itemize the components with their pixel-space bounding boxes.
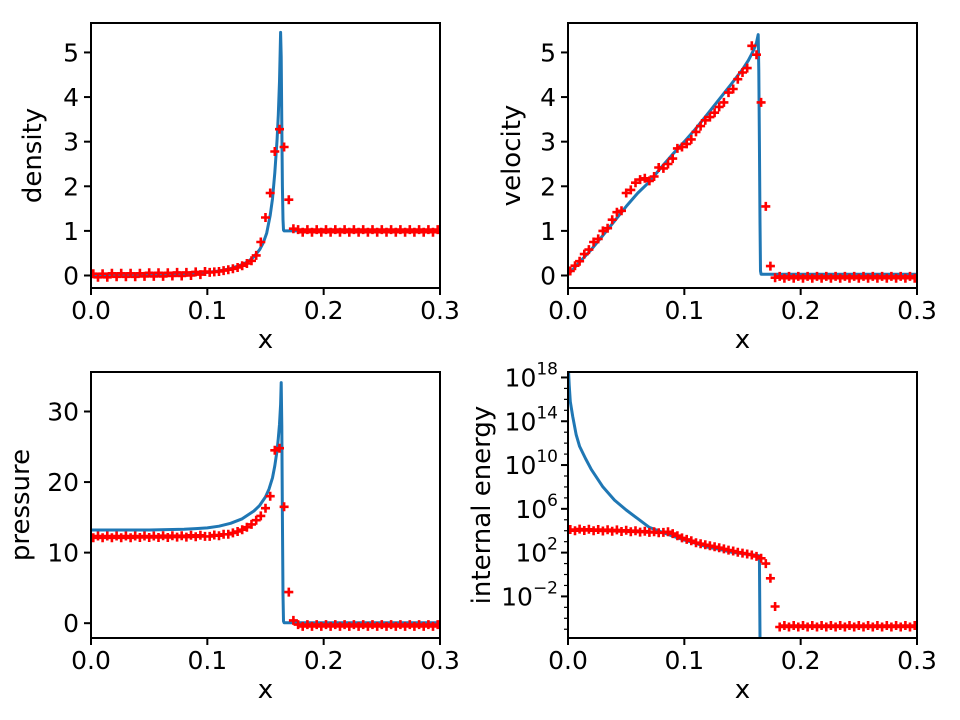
density-ytick-label: 5 — [63, 38, 79, 67]
velocity-y-axis: 0 1 2 3 4 5 — [540, 38, 568, 291]
velocity-xlabel: x — [735, 325, 750, 355]
pressure-ytick-label: 10 — [47, 539, 79, 568]
density-ytick-label: 3 — [63, 128, 79, 157]
pressure-ytick-label: 20 — [47, 468, 79, 497]
internal-energy-axes-frame — [567, 371, 918, 639]
density-marker-series — [91, 124, 440, 282]
internal-energy-ytick-label: 1014 — [505, 403, 558, 436]
internal-energy-y-axis: 1018 1014 1010 106 102 10−2 — [501, 359, 568, 630]
internal-energy-xtick-label: 0.2 — [781, 646, 821, 675]
density-ytick-label: 0 — [63, 262, 79, 291]
pressure-marker-series — [91, 443, 440, 631]
density-y-axis: 0 1 2 3 4 5 — [63, 38, 91, 291]
density-xlabel: x — [258, 325, 273, 355]
velocity-ytick-label: 5 — [540, 38, 556, 67]
internal-energy-ytick-label: 1018 — [505, 359, 558, 392]
internal-energy-ylabel: internal energy — [467, 406, 497, 605]
velocity-ytick-label: 2 — [540, 172, 556, 201]
subplot-velocity: 0.0 0.1 0.2 0.3 x 0 1 2 3 4 5 velocity — [497, 22, 937, 355]
subplot-pressure: 0.0 0.1 0.2 0.3 x 0 10 20 30 pressure — [6, 371, 460, 705]
internal-energy-ytick-label: 106 — [515, 491, 558, 524]
velocity-ytick-label: 0 — [540, 262, 556, 291]
density-axes-frame — [90, 22, 441, 289]
internal-energy-xlabel: x — [735, 675, 750, 705]
pressure-ylabel: pressure — [6, 449, 36, 561]
pressure-y-axis: 0 10 20 30 — [47, 398, 91, 638]
velocity-ytick-label: 4 — [540, 83, 556, 112]
velocity-xtick-label: 0.0 — [548, 296, 588, 325]
pressure-xtick-label: 0.0 — [71, 646, 111, 675]
internal-energy-x-axis: 0.0 0.1 0.2 0.3 — [548, 638, 937, 675]
density-xtick-label: 0.1 — [187, 296, 227, 325]
internal-energy-ytick-label: 102 — [515, 535, 558, 568]
internal-energy-ytick-label: 1010 — [505, 447, 558, 480]
velocity-ytick-label: 3 — [540, 128, 556, 157]
velocity-xtick-label: 0.1 — [664, 296, 704, 325]
density-xtick-label: 0.3 — [420, 296, 460, 325]
pressure-xtick-label: 0.3 — [420, 646, 460, 675]
internal-energy-line-series — [568, 372, 762, 638]
density-x-axis: 0.0 0.1 0.2 0.3 — [71, 288, 460, 325]
internal-energy-xtick-label: 0.3 — [897, 646, 937, 675]
velocity-xtick-label: 0.3 — [897, 296, 937, 325]
density-ylabel: density — [18, 108, 48, 203]
velocity-x-axis: 0.0 0.1 0.2 0.3 — [548, 288, 937, 325]
velocity-marker-series — [568, 41, 917, 283]
internal-energy-xtick-label: 0.0 — [548, 646, 588, 675]
subplot-internal-energy: 0.0 0.1 0.2 0.3 x 1018 1014 1010 106 102 10−2inter… — [467, 359, 937, 705]
internal-energy-xtick-label: 0.1 — [664, 646, 704, 675]
internal-energy-marker-series — [568, 524, 917, 632]
density-ytick-label: 2 — [63, 172, 79, 201]
pressure-x-axis: 0.0 0.1 0.2 0.3 — [71, 638, 460, 675]
velocity-axes-frame — [567, 22, 918, 289]
internal-energy-ytick-label: 10−2 — [501, 578, 558, 611]
pressure-line-series — [91, 381, 440, 625]
pressure-ytick-label: 30 — [47, 398, 79, 427]
velocity-ytick-label: 1 — [540, 217, 556, 246]
velocity-xtick-label: 0.2 — [781, 296, 821, 325]
subplot-density: 0.0 0.1 0.2 0.3 x 0 1 2 3 4 5 density — [18, 22, 460, 355]
density-ytick-label: 1 — [63, 217, 79, 246]
density-xtick-label: 0.2 — [304, 296, 344, 325]
pressure-ytick-label: 0 — [63, 609, 79, 638]
density-ytick-label: 4 — [63, 83, 79, 112]
pressure-xlabel: x — [258, 675, 273, 705]
density-line-series — [91, 30, 440, 277]
pressure-axes-frame — [90, 371, 441, 639]
velocity-line-series — [568, 33, 917, 276]
velocity-ylabel: velocity — [497, 105, 527, 207]
density-xtick-label: 0.0 — [71, 296, 111, 325]
pressure-xtick-label: 0.2 — [304, 646, 344, 675]
pressure-xtick-label: 0.1 — [187, 646, 227, 675]
